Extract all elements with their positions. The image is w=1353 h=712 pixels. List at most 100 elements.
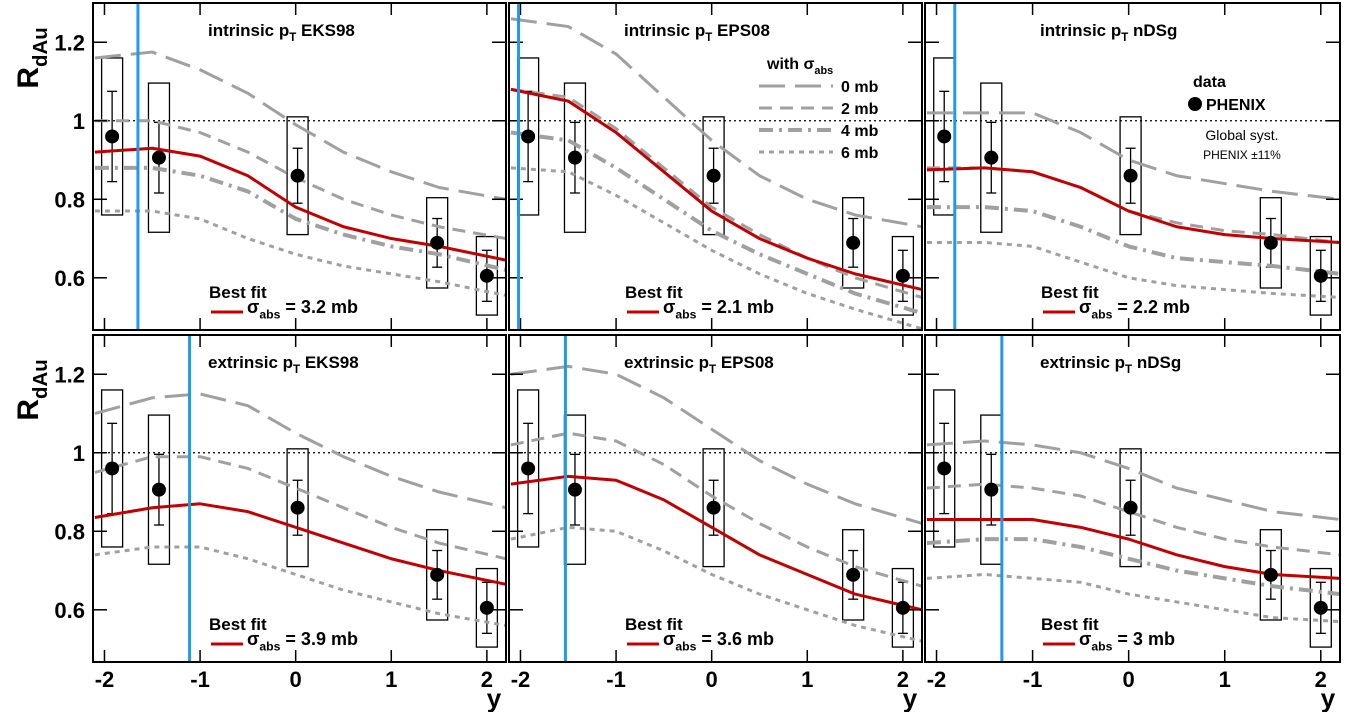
fit-label-part: = 3.9 mb <box>280 629 358 649</box>
panel-title-part: EKS98 <box>296 21 355 40</box>
data-point <box>706 168 721 183</box>
fit-label-part: abs <box>675 639 696 653</box>
plot-area <box>509 364 922 648</box>
fit-label: σabs = 3.9 mb <box>247 629 358 653</box>
x-tick-label: -1 <box>1023 667 1043 692</box>
legend-title: with σabs <box>766 56 833 77</box>
y-axis-label-part: dAu <box>30 27 52 67</box>
syst-box <box>1259 197 1282 289</box>
syst-note: PHENIX ±11% <box>1203 148 1281 162</box>
data-point <box>567 150 582 165</box>
syst-box <box>1309 235 1332 316</box>
fit-label-part: σ <box>247 297 259 317</box>
syst-box <box>980 82 1003 233</box>
fit-label-part: σ <box>1079 297 1091 317</box>
plot-area <box>925 389 1340 648</box>
y-tick-label: 1 <box>73 441 85 466</box>
panel-frame <box>508 2 923 331</box>
data-point <box>1313 600 1328 615</box>
x-tick-label: -1 <box>190 667 210 692</box>
panel-title: extrinsic pT EKS98 <box>208 353 359 376</box>
panel-title-part: T <box>1125 364 1132 376</box>
y-tick-label: 0.6 <box>54 266 85 291</box>
panel-title-part: T <box>289 32 296 44</box>
x-tick-label: -2 <box>95 667 115 692</box>
data-point <box>430 567 445 582</box>
y-axis-label: RdAu <box>12 359 52 420</box>
fit-label-part: = 2.1 mb <box>696 297 774 317</box>
data-point <box>430 235 445 250</box>
curve <box>926 205 1340 276</box>
panel-frame <box>924 334 1341 663</box>
fit-label-part: abs <box>1091 307 1112 321</box>
fit-label-part: = 3.2 mb <box>280 297 358 317</box>
syst-box <box>100 389 124 548</box>
fit-title: Best fit <box>625 283 683 302</box>
legend-title-part: with σ <box>766 56 814 73</box>
data-point <box>937 129 952 144</box>
fit-label-part: abs <box>1091 639 1112 653</box>
x-tick-label: 1 <box>801 667 813 692</box>
fit-label: σabs = 2.2 mb <box>1079 297 1190 321</box>
syst-box <box>286 116 309 236</box>
curve <box>510 166 922 330</box>
curve <box>94 209 506 297</box>
data-legend-title: data <box>1193 74 1226 91</box>
fit-label-part: σ <box>1079 629 1091 649</box>
curve <box>510 525 922 643</box>
curve <box>510 364 922 525</box>
fit-label: σabs = 2.1 mb <box>663 297 774 321</box>
legend-label: 0 mb <box>841 79 879 96</box>
fit-label-part: σ <box>663 297 675 317</box>
data-point <box>521 129 536 144</box>
data-point <box>846 235 861 250</box>
panel-title: extrinsic pT nDSg <box>1040 353 1181 376</box>
data-point <box>290 168 305 183</box>
fit-label: σabs = 3.6 mb <box>663 629 774 653</box>
curve <box>510 17 922 229</box>
panel-frame <box>92 2 507 331</box>
plot-area <box>925 57 1340 316</box>
data-point <box>567 482 582 497</box>
data-point <box>479 268 494 283</box>
panel-title-part: T <box>293 364 300 376</box>
y-tick-label: 1 <box>73 109 85 134</box>
data-point <box>984 150 999 165</box>
data-point <box>1123 168 1138 183</box>
x-tick-label: -2 <box>511 667 531 692</box>
data-point <box>151 150 166 165</box>
curve <box>510 431 922 588</box>
fit-label-part: abs <box>259 307 280 321</box>
x-tick-label: -1 <box>606 667 626 692</box>
y-axis-label: RdAu <box>12 27 52 88</box>
syst-box <box>147 82 171 233</box>
curve <box>510 474 922 612</box>
panel-title: intrinsic pT nDSg <box>1040 21 1177 44</box>
x-axis-label: y <box>903 683 918 712</box>
fit-title: Best fit <box>1041 283 1099 302</box>
panel-title-part: nDSg <box>1128 21 1177 40</box>
panel-title-part: nDSg <box>1132 353 1181 372</box>
plot-area <box>93 50 506 316</box>
data-point <box>895 600 910 615</box>
syst-box <box>702 448 725 568</box>
x-tick-label: 0 <box>290 667 302 692</box>
data-point <box>1263 567 1278 582</box>
panel-title-part: EPS08 <box>716 353 774 372</box>
syst-box <box>426 529 449 621</box>
panel-title-part: extrinsic p <box>208 353 293 372</box>
syst-box <box>702 116 725 236</box>
panel-title-part: EPS08 <box>712 21 770 40</box>
curve <box>94 165 506 272</box>
data-point <box>895 268 910 283</box>
panel-title-part: EKS98 <box>300 353 359 372</box>
curve <box>94 455 506 561</box>
fit-label: σabs = 3.2 mb <box>247 297 358 321</box>
syst-box <box>563 82 587 233</box>
data-point <box>521 461 536 476</box>
y-axis-label-part: dAu <box>30 359 52 399</box>
fit-label-part: abs <box>675 307 696 321</box>
y-tick-label: 1.2 <box>54 30 85 55</box>
curve <box>94 545 506 627</box>
fit-label-part: = 3 mb <box>1112 629 1175 649</box>
